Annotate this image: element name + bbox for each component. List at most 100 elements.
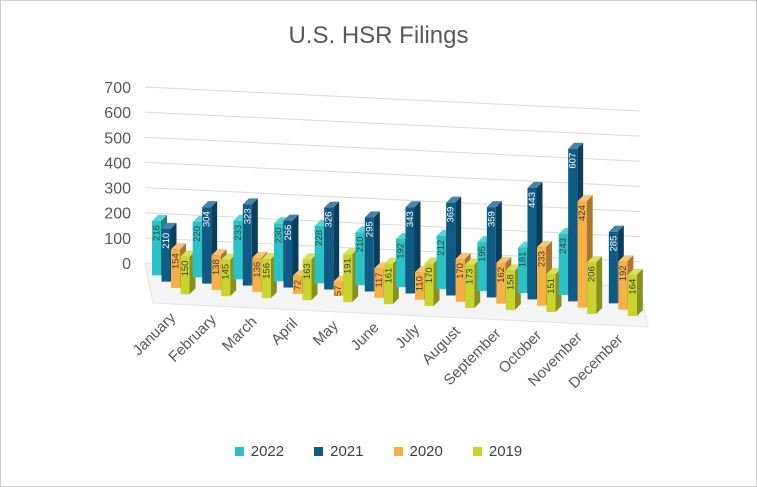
bar-2020 xyxy=(618,261,628,310)
bar-2022 xyxy=(436,235,446,290)
legend-item-2021: 2021 xyxy=(314,443,364,460)
gridline xyxy=(144,212,641,238)
data-label: 210 xyxy=(355,236,366,252)
data-label: 192 xyxy=(618,265,629,281)
data-label: 151 xyxy=(546,278,557,294)
gridline xyxy=(144,237,641,263)
bar-top xyxy=(618,255,634,262)
legend-swatch xyxy=(314,447,324,456)
data-label: 156 xyxy=(261,263,272,279)
bar-top xyxy=(161,222,177,229)
bar-2021 xyxy=(324,207,334,290)
bar-2020 xyxy=(577,201,587,308)
data-label: 192 xyxy=(396,243,407,259)
y-tick-label: 0 xyxy=(122,256,131,273)
data-label: 359 xyxy=(486,211,497,227)
data-label: 181 xyxy=(518,252,529,268)
legend-swatch xyxy=(393,447,403,456)
bar-2019 xyxy=(261,258,271,299)
bar-2021 xyxy=(527,188,537,300)
bar-top xyxy=(537,241,552,248)
data-label: 158 xyxy=(505,274,516,290)
bar-2021 xyxy=(161,228,171,282)
data-label: 243 xyxy=(558,238,569,254)
x-category-label: July xyxy=(392,321,423,352)
data-label: 170 xyxy=(455,263,466,279)
data-label: 424 xyxy=(577,205,588,221)
bar-top xyxy=(627,268,643,275)
data-label: 220 xyxy=(192,226,203,242)
bar-2020 xyxy=(415,272,424,300)
bar-top xyxy=(283,214,299,221)
data-label: 72 xyxy=(293,280,304,291)
bar-top xyxy=(274,217,289,224)
data-label: 117 xyxy=(374,272,385,287)
data-label: 233 xyxy=(537,251,548,267)
y-tick-label: 200 xyxy=(104,206,131,223)
data-label: 212 xyxy=(436,240,447,256)
data-label: 136 xyxy=(252,262,263,278)
data-label: 57 xyxy=(333,286,344,297)
bar-top xyxy=(302,253,318,260)
x-category-label: April xyxy=(268,315,301,348)
bar-top xyxy=(324,201,340,208)
bar-2022 xyxy=(518,247,527,294)
bar-2021 xyxy=(486,207,496,298)
gridline xyxy=(144,187,641,213)
bar-top xyxy=(486,201,502,208)
y-tick-label: 400 xyxy=(104,155,131,172)
bar-2020 xyxy=(537,247,546,306)
bar-2021 xyxy=(405,207,415,294)
bar-2019 xyxy=(505,270,515,311)
data-label: 607 xyxy=(568,153,579,169)
data-label: 164 xyxy=(627,279,638,295)
bar-side xyxy=(596,256,603,314)
bar-top xyxy=(180,250,196,257)
x-category-label: June xyxy=(347,319,382,354)
y-tick-label: 700 xyxy=(104,80,131,97)
bar-2021 xyxy=(608,231,618,304)
data-label: 369 xyxy=(446,207,457,223)
data-label: 210 xyxy=(161,233,172,249)
legend-label: 2022 xyxy=(250,443,285,460)
bar-2020 xyxy=(455,259,465,302)
bar-2021 xyxy=(364,217,374,292)
bar-top xyxy=(446,196,462,203)
bar-2022 xyxy=(274,223,283,282)
bar-top xyxy=(568,142,584,149)
data-label: 285 xyxy=(608,236,619,252)
data-label: 161 xyxy=(383,268,394,284)
y-tick-label: 300 xyxy=(104,181,131,198)
bar-side xyxy=(292,214,299,288)
bar-2020 xyxy=(293,275,302,294)
bar-2019 xyxy=(424,263,434,307)
bar-2021 xyxy=(446,202,456,296)
bar-top xyxy=(383,257,399,264)
data-label: 228 xyxy=(314,230,325,246)
bar-2019 xyxy=(302,259,312,301)
x-category-label: March xyxy=(219,313,260,354)
legend-swatch xyxy=(472,447,482,456)
bar-top xyxy=(577,195,593,202)
legend-swatch xyxy=(234,447,244,456)
data-label: 443 xyxy=(527,192,538,208)
data-label: 195 xyxy=(477,246,488,262)
data-label: 145 xyxy=(221,264,232,280)
bar-top xyxy=(587,256,603,263)
bar-top xyxy=(405,201,421,208)
bar-2022 xyxy=(477,242,487,292)
bar-top xyxy=(364,211,380,218)
bar-side xyxy=(333,201,340,290)
bar-2020 xyxy=(171,249,180,288)
data-label: 206 xyxy=(587,266,598,282)
bar-side xyxy=(636,268,643,316)
bar-2019 xyxy=(221,259,231,297)
bar-top xyxy=(343,248,359,255)
bar-2022 xyxy=(192,221,202,278)
data-label: 326 xyxy=(324,212,335,228)
bar-2021 xyxy=(568,148,578,302)
data-label: 150 xyxy=(180,261,191,277)
legend-item-2019: 2019 xyxy=(472,443,522,460)
bar-2020 xyxy=(211,255,221,290)
